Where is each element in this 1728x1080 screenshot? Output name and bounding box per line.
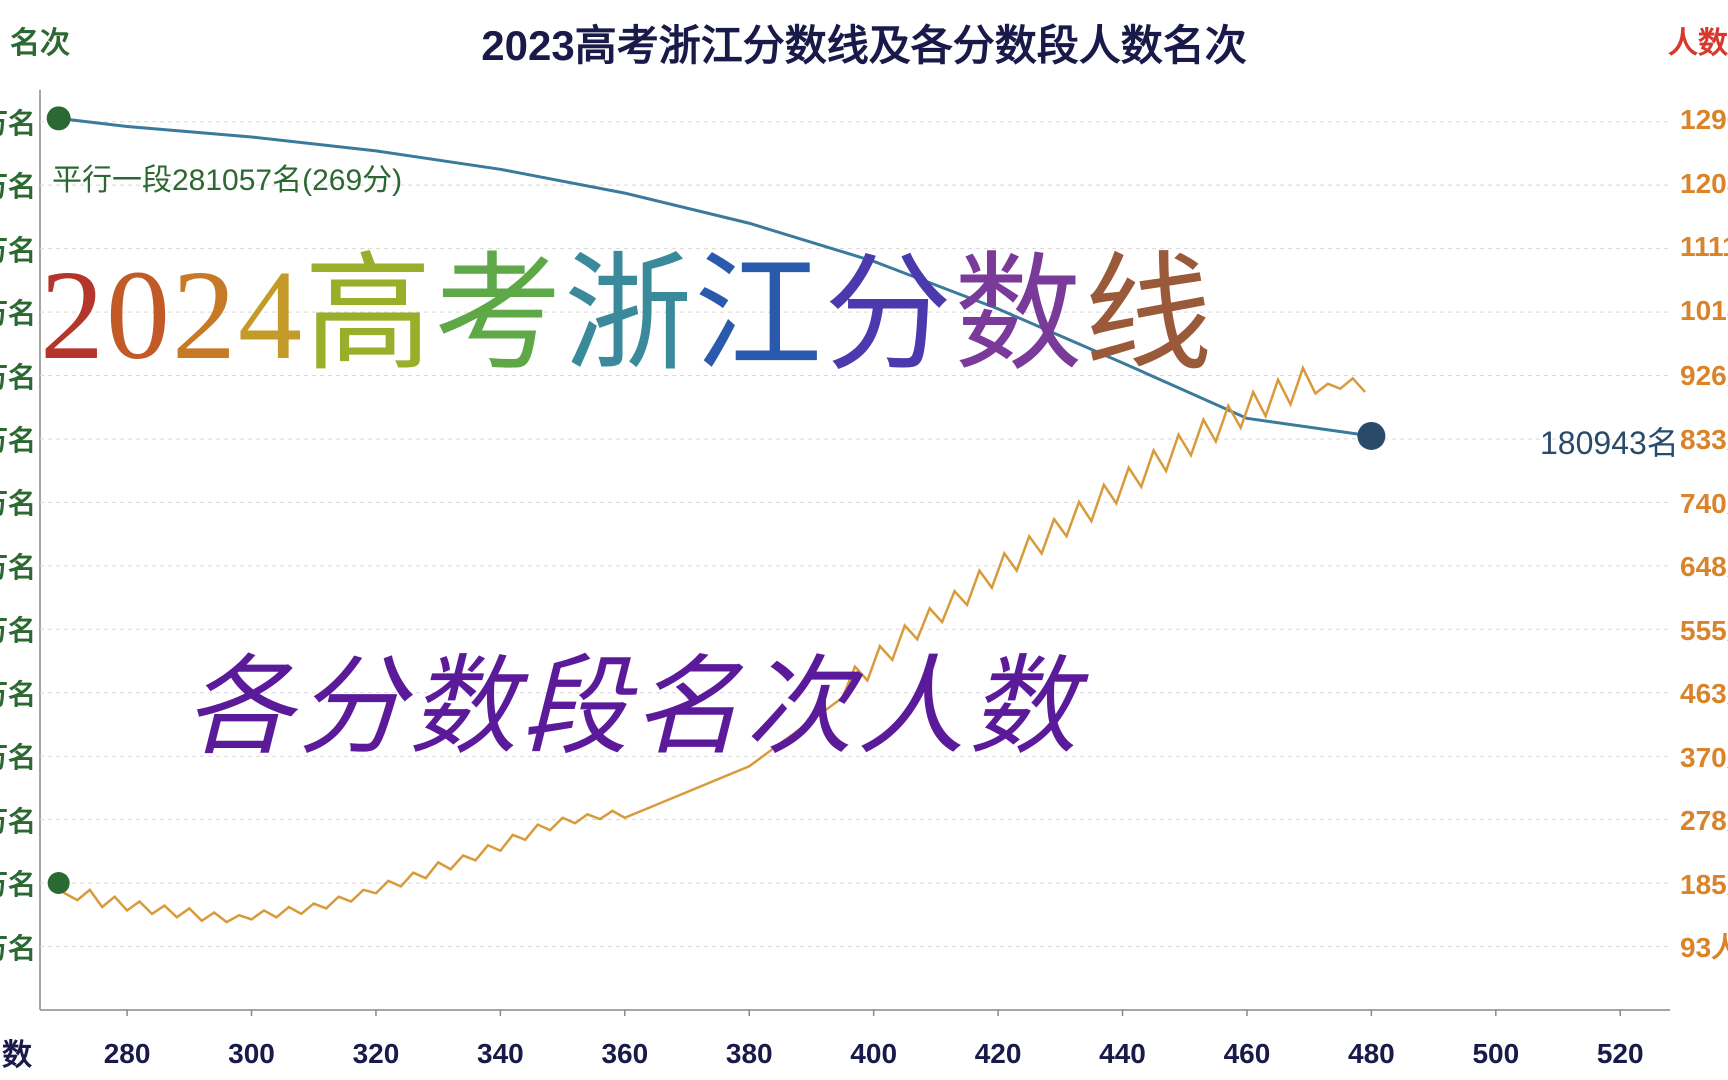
annotation: 平行一段281057名(269分) [52, 155, 402, 199]
x-tick: 380 [726, 1038, 773, 1070]
x-tick: 500 [1472, 1038, 1519, 1070]
y-left-tick: 2万名 [0, 927, 36, 967]
overlay-char: 分 [824, 210, 954, 395]
x-tick: 320 [353, 1038, 400, 1070]
y-right-tick: 740人 [1680, 482, 1728, 522]
y-left-tick: 2万名 [0, 609, 36, 649]
y-left-tick: 4万名 [0, 546, 36, 586]
overlay-char: 2 [40, 242, 106, 389]
y-left-tick: 6万名 [0, 482, 36, 522]
x-tick: 480 [1348, 1038, 1395, 1070]
x-tick: 300 [228, 1038, 275, 1070]
x-tick: 440 [1099, 1038, 1146, 1070]
overlay-char: 2 [172, 242, 238, 389]
y-right-tick: 93人 [1680, 926, 1728, 966]
y-right-tick: 555人 [1680, 609, 1728, 649]
x-tick: 340 [477, 1038, 524, 1070]
x-tick: 460 [1224, 1038, 1271, 1070]
overlay-title-2024: 2024高考浙江分数线 [40, 210, 1214, 395]
y-right-tick: 1018 [1680, 295, 1728, 327]
x-tick: 280 [104, 1038, 151, 1070]
y-right-tick: 278人 [1680, 799, 1728, 839]
y-right-tick: 1203 [1680, 168, 1728, 200]
y-left-tick: 0万名 [0, 356, 36, 396]
y-left-tick: 8万名 [0, 419, 36, 459]
y-left-tick: 0万名 [0, 673, 36, 713]
y-left-tick: 8万名 [0, 736, 36, 776]
x-tick: 520 [1597, 1038, 1644, 1070]
y-right-tick: 1296 [1680, 104, 1728, 136]
overlay-char: 浙 [564, 210, 694, 395]
y-right-tick: 185人 [1680, 863, 1728, 903]
y-left-tick: 2万名 [0, 292, 36, 332]
overlay-char: 0 [106, 242, 172, 389]
overlay-char: 数 [954, 210, 1084, 395]
y-right-tick: 926人 [1680, 354, 1728, 394]
y-left-tick: 4万名 [0, 863, 36, 903]
overlay-char: 线 [1084, 210, 1214, 395]
y-left-tick: 6万名 [0, 800, 36, 840]
y-right-tick: 463人 [1680, 672, 1728, 712]
overlay-char: 江 [694, 210, 824, 395]
y-left-tick: 8万名 [0, 102, 36, 142]
x-tick: 360 [601, 1038, 648, 1070]
y-right-tick: 370人 [1680, 736, 1728, 776]
y-right-tick: 648人 [1680, 545, 1728, 585]
y-right-tick: 1111 [1680, 231, 1728, 263]
overlay-char: 考 [434, 210, 564, 395]
chart-container: 2023高考浙江分数线及各分数段人数名次 名次 人数 数 2024高考浙江分数线… [0, 0, 1728, 1080]
overlay-char: 高 [304, 210, 434, 395]
overlay-subtitle: 各分数段名次人数 [185, 620, 1081, 776]
y-left-tick: 6万名 [0, 165, 36, 205]
overlay-char: 4 [238, 242, 304, 389]
y-right-tick: 833人 [1680, 418, 1728, 458]
annotation: 180943名 [1540, 418, 1679, 464]
x-tick: 420 [975, 1038, 1022, 1070]
x-tick: 400 [850, 1038, 897, 1070]
y-left-tick: 4万名 [0, 229, 36, 269]
